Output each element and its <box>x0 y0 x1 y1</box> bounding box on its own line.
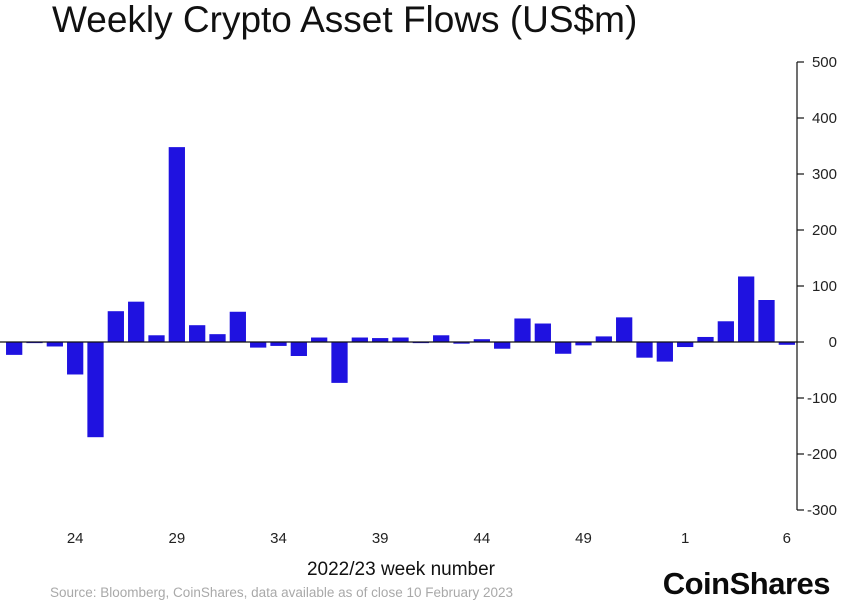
bar-week-45 <box>494 342 511 349</box>
bar-week-24 <box>67 342 84 375</box>
x-axis-ticks: 24 29 34 39 44 49 1 6 <box>67 530 791 547</box>
bar-week-40 <box>392 337 409 342</box>
bar-week-44 <box>473 339 490 342</box>
coinshares-logo: CoinShares <box>662 566 831 601</box>
x-tick-label: 29 <box>168 530 185 547</box>
y-tick-label: 500 <box>812 54 837 71</box>
x-tick-label: 24 <box>67 530 84 547</box>
bar-week-53 <box>656 342 673 362</box>
bar-week-2 <box>697 336 714 342</box>
x-tick-label: 34 <box>270 530 287 547</box>
bar-week-52 <box>636 342 653 358</box>
source-note: Source: Bloomberg, CoinShares, data avai… <box>50 585 514 600</box>
bar-week-21 <box>6 342 23 355</box>
bar-week-36 <box>311 337 328 342</box>
bar-week-26 <box>107 311 124 342</box>
bar-week-29 <box>168 147 185 342</box>
y-tick-label: 0 <box>829 334 837 351</box>
bar-week-39 <box>372 338 389 342</box>
bar-week-48 <box>555 342 572 354</box>
bar-week-33 <box>250 342 267 348</box>
bar-week-35 <box>290 342 307 356</box>
x-tick-label: 1 <box>681 530 689 547</box>
bar-week-1 <box>677 342 694 348</box>
x-axis-label: 2022/23 week number <box>307 559 496 580</box>
bar-week-28 <box>148 335 165 342</box>
bar-week-51 <box>616 317 633 342</box>
bar-week-27 <box>128 301 145 342</box>
bars-layer <box>6 147 795 438</box>
bar-week-42 <box>433 335 450 342</box>
y-tick-label: 300 <box>812 166 837 183</box>
bar-week-30 <box>189 325 206 342</box>
bar-week-46 <box>514 318 531 342</box>
y-tick-label: -200 <box>807 446 837 463</box>
y-tick-label: 100 <box>812 278 837 295</box>
bar-week-25 <box>87 342 104 438</box>
bar-week-47 <box>534 323 551 342</box>
bar-week-49 <box>575 342 592 346</box>
y-tick-label: 400 <box>812 110 837 127</box>
bar-week-4 <box>738 276 755 342</box>
bar-week-32 <box>229 311 246 342</box>
bar-week-5 <box>758 300 775 342</box>
x-tick-label: 49 <box>575 530 592 547</box>
bar-week-50 <box>595 336 612 342</box>
bar-week-38 <box>351 337 368 342</box>
x-tick-label: 6 <box>783 530 791 547</box>
x-tick-label: 44 <box>473 530 490 547</box>
bar-week-3 <box>717 321 734 342</box>
bar-week-34 <box>270 342 287 346</box>
bar-week-6 <box>778 342 795 345</box>
bar-week-43 <box>453 342 470 344</box>
y-tick-label: -300 <box>807 502 837 519</box>
chart-title: Weekly Crypto Asset Flows (US$m) <box>52 0 638 40</box>
y-tick-label: 200 <box>812 222 837 239</box>
y-tick-label: -100 <box>807 390 837 407</box>
y-axis-ticks: 500 400 300 200 100 0 -100 -200 -300 <box>797 54 837 519</box>
x-tick-label: 39 <box>372 530 389 547</box>
bar-week-37 <box>331 342 348 383</box>
bar-week-31 <box>209 334 226 342</box>
bar-week-23 <box>46 342 63 347</box>
